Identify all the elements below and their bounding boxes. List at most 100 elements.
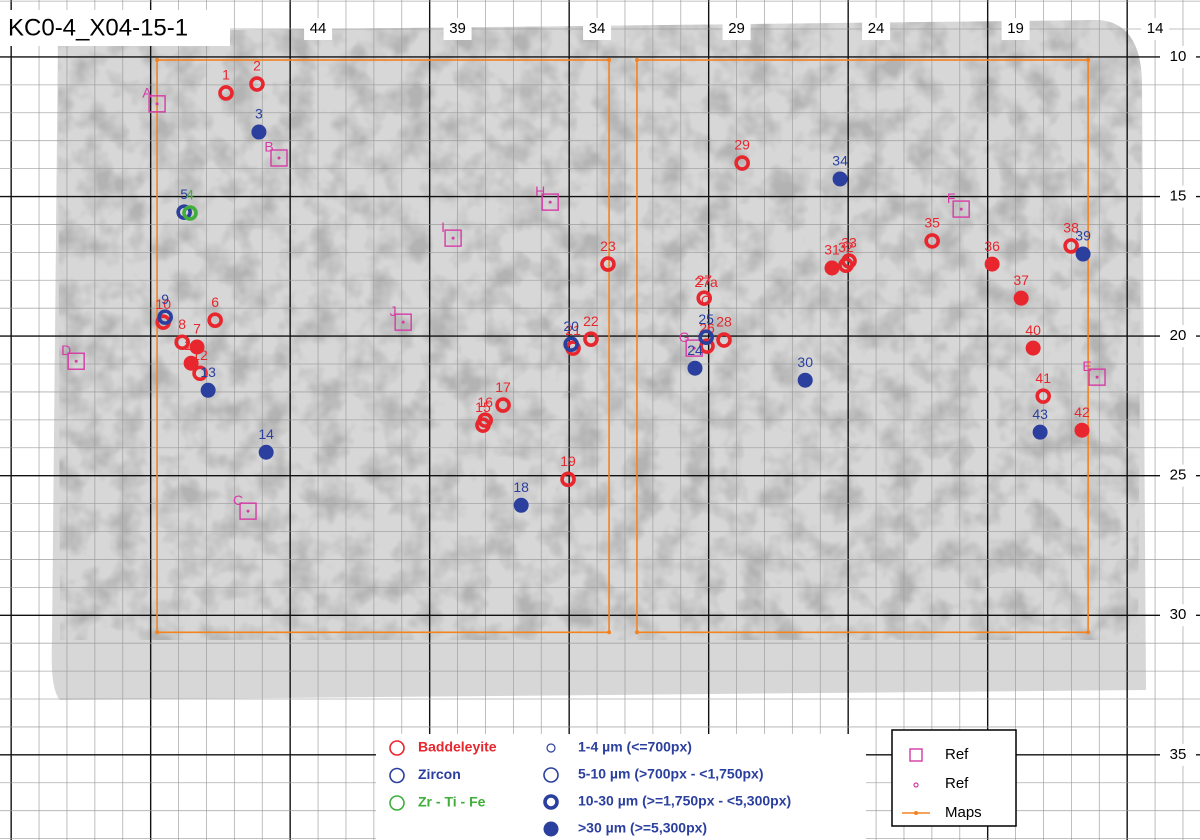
grain-marker [1076, 247, 1091, 262]
x-tick-label: 29 [728, 20, 745, 37]
grain-label: 20 [563, 318, 579, 334]
grain-marker [824, 260, 839, 275]
map-corner [155, 58, 159, 62]
grain-label: 9 [161, 291, 169, 307]
legend-label: >30 µm (>=5,300px) [578, 820, 707, 836]
legend-label: 10-30 µm (>=1,750px - <5,300px) [578, 793, 791, 809]
y-tick-label: 30 [1170, 606, 1187, 623]
grain-label: 30 [797, 354, 813, 370]
ref-point [247, 510, 250, 513]
legend-label: Maps [945, 804, 982, 821]
grain-label: 4 [186, 187, 194, 203]
grain-marker [251, 125, 266, 140]
grain-label: 19 [560, 453, 576, 469]
grain-label: 1 [222, 67, 230, 83]
ref-label: B [264, 139, 273, 155]
grain-label: 12 [192, 347, 208, 363]
legend-swatch [544, 822, 559, 837]
grain-marker [1033, 425, 1048, 440]
x-tick-label: 14 [1147, 20, 1164, 37]
grain-label: 18 [513, 479, 529, 495]
grain-label: 29 [734, 137, 750, 153]
grain-label: 13 [200, 364, 216, 380]
grain-label: 24 [687, 342, 703, 358]
map-corner [635, 58, 639, 62]
grain-label: 35 [924, 215, 940, 231]
legend-label: Zr - Ti - Fe [418, 794, 486, 810]
map-corner [607, 58, 611, 62]
grain-label: 16 [477, 394, 493, 410]
grain-label: 43 [1032, 406, 1048, 422]
map-corner [607, 630, 611, 634]
chart: 44393429241914101520253035ABCDEFGHIJ1267… [0, 0, 1200, 840]
y-tick-label: 10 [1170, 48, 1187, 65]
y-tick-label: 35 [1170, 746, 1187, 763]
legend-label: Ref [945, 775, 969, 792]
grain-label: 2 [253, 58, 261, 74]
legend-label: 5-10 µm (>700px - <1,750px) [578, 766, 764, 782]
map-corner [155, 630, 159, 634]
map-corner [1086, 58, 1090, 62]
grain-marker [688, 361, 703, 376]
grain-label: 6 [211, 294, 219, 310]
ref-point [278, 157, 281, 160]
y-tick-label: 15 [1170, 187, 1187, 204]
ref-label: H [535, 183, 545, 199]
grain-marker [201, 383, 216, 398]
x-tick-label: 24 [868, 20, 885, 37]
ref-label: F [947, 190, 956, 206]
grain-label: 23 [600, 238, 616, 254]
grain-label: 25 [698, 311, 714, 327]
legend-label: Baddeleyite [418, 739, 497, 755]
ref-point [75, 360, 78, 363]
grain-label: 14 [258, 426, 274, 442]
grain-label: 41 [1035, 370, 1051, 386]
chart-title: KC0-4_X04-15-1 [8, 14, 188, 41]
legend-label: Zircon [418, 766, 461, 782]
ref-label: E [1082, 358, 1091, 374]
grain-label: 28 [716, 314, 732, 330]
grain-marker [798, 373, 813, 388]
grain-label: 39 [1075, 228, 1091, 244]
legend-label: 1-4 µm (<=700px) [578, 739, 692, 755]
grain-marker [259, 445, 274, 460]
ref-label: C [233, 492, 243, 508]
grain-label: 37 [1013, 272, 1029, 288]
x-tick-label: 39 [449, 20, 466, 37]
grain-label: 7 [193, 321, 201, 337]
grain-label: 36 [984, 238, 1000, 254]
x-tick-label: 44 [310, 20, 327, 37]
grain-label: 40 [1025, 322, 1041, 338]
ref-point [1096, 376, 1099, 379]
grain-label: 17 [495, 379, 511, 395]
grain-label: 34 [832, 153, 848, 169]
ref-point [452, 237, 455, 240]
x-tick-label: 19 [1007, 20, 1024, 37]
grain-label: 22 [583, 313, 599, 329]
grain-marker [833, 171, 848, 186]
ref-point [402, 321, 405, 324]
ref-label: D [61, 342, 71, 358]
y-tick-label: 25 [1170, 467, 1187, 484]
grain-label: 3 [255, 106, 263, 122]
grain-marker [514, 498, 529, 513]
legend-label: Ref [945, 746, 969, 763]
grain-marker [985, 257, 1000, 272]
ref-label: J [390, 303, 397, 319]
map-corner [1086, 630, 1090, 634]
ref-point [549, 201, 552, 204]
ref-label: A [142, 85, 152, 101]
map-corner [635, 630, 639, 634]
grain-marker [1014, 291, 1029, 306]
legend-swatch [914, 811, 918, 815]
ref-point [156, 102, 159, 105]
grain-marker [1074, 423, 1089, 438]
x-tick-label: 34 [589, 20, 606, 37]
y-tick-label: 20 [1170, 327, 1187, 344]
grain-label: 33 [841, 235, 857, 251]
grain-marker [1026, 341, 1041, 356]
grain-label: 8 [178, 316, 186, 332]
ref-point [960, 208, 963, 211]
ref-label: I [441, 219, 445, 235]
grain-label: 27a [694, 274, 718, 290]
